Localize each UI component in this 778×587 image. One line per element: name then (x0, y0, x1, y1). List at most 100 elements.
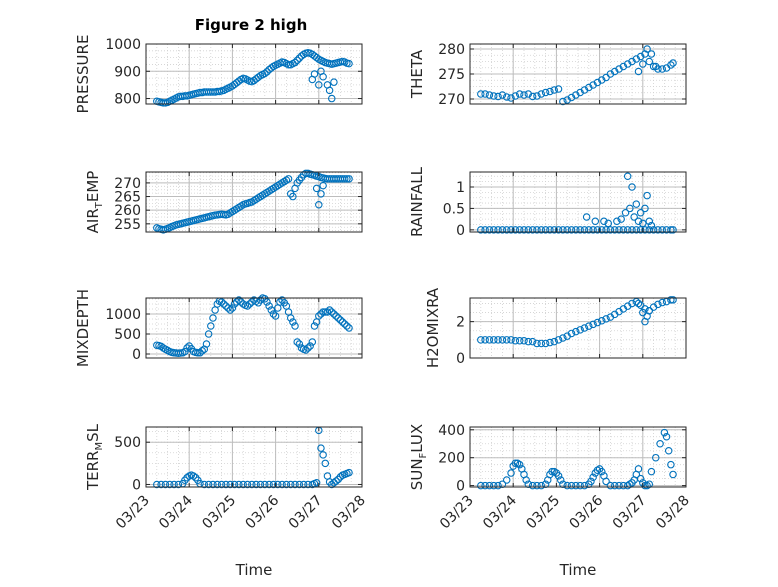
x-tick-label: 03/24 (156, 492, 196, 532)
data-point (507, 336, 515, 344)
data-point (533, 339, 541, 348)
data-point (576, 226, 584, 234)
data-point (502, 226, 511, 234)
data-point (641, 305, 649, 313)
y-axis-label-subscript: M (94, 442, 105, 451)
data-point (220, 300, 228, 308)
y-axis-label-part: SUN (408, 458, 426, 490)
data-point (667, 296, 675, 304)
x-tick-label: 03/27 (610, 493, 650, 533)
data-point (271, 312, 280, 320)
y-tick-label: 0 (456, 479, 465, 495)
y-axis-label-part: TERR (84, 451, 102, 492)
data-point (645, 57, 654, 66)
data-point (669, 59, 677, 67)
data-point (533, 226, 541, 234)
x-axis-label: Time (235, 561, 273, 579)
data-point (485, 226, 494, 234)
data-point (230, 300, 239, 308)
data-point (664, 446, 673, 455)
x-tick-label: 03/28 (653, 493, 693, 533)
data-point (567, 226, 576, 234)
axes-box (469, 171, 687, 233)
data-point (606, 481, 615, 490)
axes-box (145, 297, 363, 359)
data-point (282, 480, 291, 489)
y-tick-label: 0 (456, 351, 465, 367)
x-tick-label: 03/25 (523, 493, 563, 533)
data-point (658, 298, 666, 307)
data-point (306, 342, 314, 350)
data-point (546, 338, 554, 347)
data-point (239, 480, 247, 489)
data-point (228, 304, 237, 312)
data-point (315, 312, 323, 320)
data-point (645, 226, 654, 234)
data-point (310, 322, 319, 330)
data-point (550, 226, 558, 234)
data-point (317, 190, 325, 198)
data-point (153, 480, 161, 489)
data-point (170, 480, 178, 489)
data-point (515, 90, 524, 98)
data-point (582, 213, 591, 221)
data-point (593, 226, 602, 234)
data-point (507, 94, 515, 102)
data-point (641, 226, 649, 234)
data-point (343, 322, 351, 330)
data-point (230, 480, 239, 489)
data-point (200, 480, 209, 489)
data-point (276, 298, 284, 306)
data-point (522, 476, 530, 484)
data-point (204, 330, 213, 338)
data-point (291, 322, 299, 330)
data-point (589, 226, 597, 234)
data-point (669, 470, 677, 479)
y-tick-label: 1000 (105, 37, 141, 53)
data-point (340, 175, 349, 183)
data-point (477, 336, 485, 344)
data-point (667, 61, 675, 69)
data-point (645, 306, 654, 315)
data-point (217, 298, 226, 306)
data-point (485, 481, 494, 490)
data-point (248, 480, 256, 489)
data-point (330, 78, 338, 86)
data-point (511, 336, 520, 345)
data-point (498, 91, 507, 99)
y-tick-label: 500 (114, 435, 141, 451)
data-point (284, 60, 293, 69)
data-point (602, 315, 610, 323)
data-point (332, 312, 340, 320)
data-point (263, 298, 271, 306)
data-point (319, 72, 327, 81)
data-point (334, 314, 342, 322)
data-point (528, 92, 537, 101)
data-point (245, 300, 254, 308)
y-axis-label: THETA (408, 49, 426, 99)
data-point (667, 226, 675, 234)
data-point (490, 226, 498, 234)
data-point (325, 86, 334, 95)
data-point (345, 175, 353, 183)
axes-box (145, 43, 363, 105)
y-tick-label: 500 (114, 327, 141, 343)
data-point (252, 480, 260, 489)
data-point (202, 340, 211, 348)
subplot-mixdepth: 0 500 1000 MIXDEPTH (74, 289, 363, 367)
data-point (319, 181, 327, 190)
data-point (589, 320, 597, 329)
data-point (610, 226, 619, 234)
data-point (567, 481, 576, 490)
data-point (556, 476, 565, 484)
data-point (559, 334, 567, 342)
data-point (207, 322, 215, 330)
data-point (634, 217, 643, 226)
y-tick-label: 800 (114, 92, 141, 108)
data-point (317, 310, 325, 318)
data-point (537, 226, 546, 234)
data-point (157, 480, 165, 489)
y-axis-label: AIRTEMP (84, 171, 105, 234)
data-point (524, 226, 533, 234)
